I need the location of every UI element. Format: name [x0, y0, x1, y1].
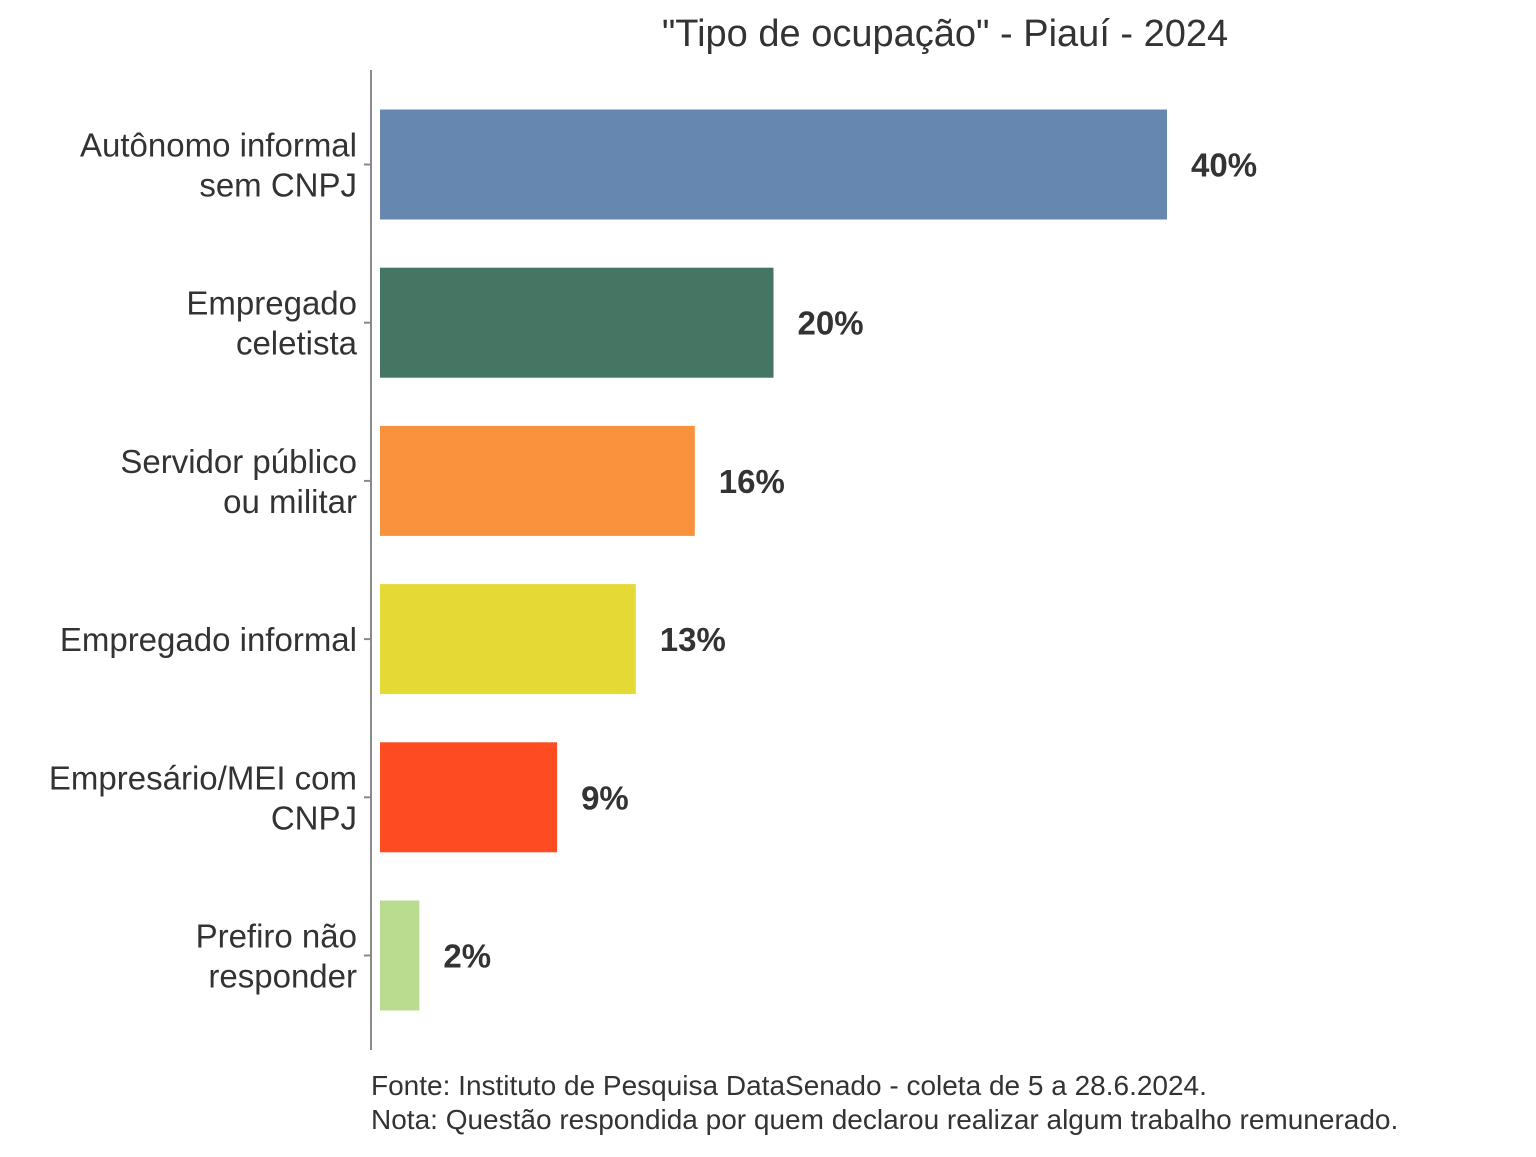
category-label-line: CNPJ	[271, 799, 357, 836]
bar-5	[380, 900, 420, 1011]
category-label-line: ou militar	[223, 483, 357, 520]
bar-2	[380, 425, 695, 536]
y-ticks-group	[364, 163, 371, 957]
bar-3	[380, 584, 636, 695]
category-label-line: Empresário/MEI com	[49, 759, 357, 796]
category-label-line: Prefiro não	[196, 918, 357, 955]
data-label-5: 2%	[443, 938, 491, 975]
bars-group	[380, 109, 1167, 1011]
category-label-line: Empregado	[186, 285, 357, 322]
category-label-line: responder	[208, 958, 357, 995]
bar-0	[380, 109, 1167, 220]
chart-title: "Tipo de ocupação" - Piauí - 2024	[662, 13, 1228, 55]
data-labels-group: 40% 20% 16% 13% 9% 2%	[443, 147, 1257, 975]
data-label-1: 20%	[798, 305, 864, 342]
category-label-3: Empregado informal	[60, 621, 357, 658]
category-label-0: Autônomo informal sem CNPJ	[80, 127, 357, 204]
data-label-4: 9%	[581, 779, 629, 816]
category-label-line: sem CNPJ	[199, 167, 357, 204]
data-label-3: 13%	[660, 621, 726, 658]
category-label-line: Empregado informal	[60, 621, 357, 658]
category-label-5: Prefiro não responder	[196, 918, 357, 995]
category-label-line: celetista	[236, 325, 358, 362]
bar-4	[380, 742, 558, 853]
category-label-line: Autônomo informal	[80, 127, 357, 164]
data-label-0: 40%	[1191, 147, 1257, 184]
bar-1	[380, 267, 774, 378]
category-label-4: Empresário/MEI com CNPJ	[49, 759, 357, 836]
category-labels-group: Autônomo informal sem CNPJ Empregado celeti…	[49, 127, 358, 995]
category-label-2: Servidor público ou militar	[120, 443, 357, 520]
source-note: Fonte: Instituto de Pesquisa DataSenado …	[371, 1070, 1207, 1101]
data-label-2: 16%	[719, 463, 785, 500]
footnote: Nota: Questão respondida por quem declar…	[371, 1104, 1399, 1135]
category-label-1: Empregado celetista	[186, 285, 357, 362]
category-label-line: Servidor público	[120, 443, 357, 480]
